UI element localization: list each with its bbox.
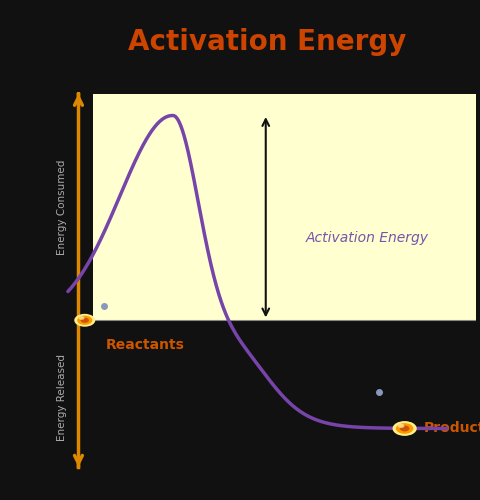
Circle shape <box>79 316 84 320</box>
Text: Reactants: Reactants <box>106 338 184 352</box>
Circle shape <box>74 314 95 326</box>
Bar <box>93 94 475 320</box>
Circle shape <box>397 424 404 428</box>
Text: Energy Consumed: Energy Consumed <box>57 159 67 254</box>
Circle shape <box>392 421 416 436</box>
Circle shape <box>399 426 408 432</box>
Circle shape <box>395 423 412 434</box>
Circle shape <box>81 318 89 323</box>
Text: Products: Products <box>423 422 480 436</box>
Circle shape <box>77 316 92 325</box>
Text: Activation Energy: Activation Energy <box>305 231 427 245</box>
Text: Activation Energy: Activation Energy <box>128 28 405 56</box>
Text: Energy Released: Energy Released <box>57 354 67 441</box>
